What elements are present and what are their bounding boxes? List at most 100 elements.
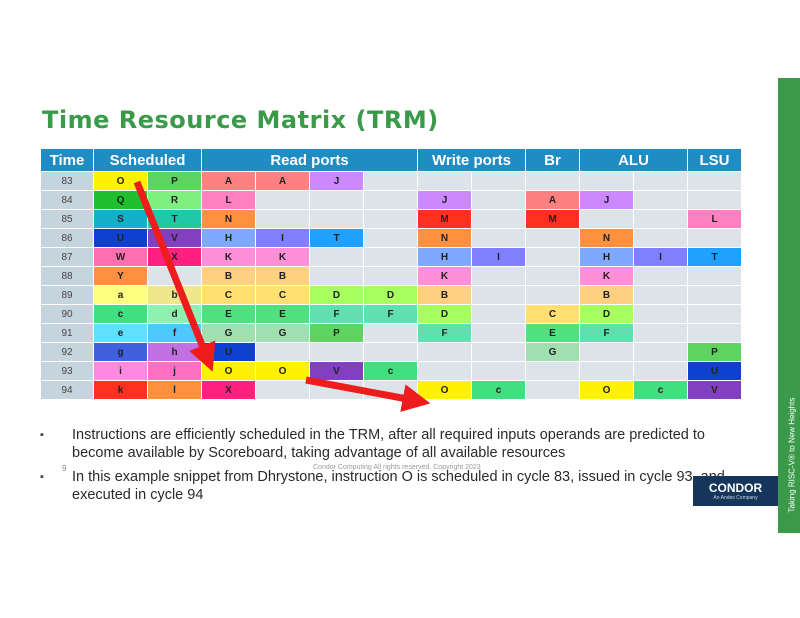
empty-cell [633, 342, 688, 362]
empty-cell [687, 190, 742, 210]
empty-cell [255, 190, 310, 210]
column-header: LSU [687, 148, 742, 172]
column-header: Read ports [201, 148, 418, 172]
empty-cell [687, 285, 742, 305]
instruction-cell: B [255, 266, 310, 286]
instruction-cell: M [525, 209, 580, 229]
empty-cell [471, 228, 526, 248]
instruction-cell: b [147, 285, 202, 305]
instruction-cell: H [579, 247, 634, 267]
empty-cell [255, 209, 310, 229]
empty-cell [579, 342, 634, 362]
empty-cell [633, 228, 688, 248]
table-row: 91 e f G G P F E F [40, 323, 742, 343]
instruction-cell: I [633, 247, 688, 267]
instruction-cell: C [201, 285, 256, 305]
empty-cell [417, 361, 472, 381]
instruction-cell: i [93, 361, 148, 381]
instruction-cell: D [417, 304, 472, 324]
time-cell: 83 [40, 171, 94, 191]
instruction-cell: c [93, 304, 148, 324]
instruction-cell: h [147, 342, 202, 362]
time-cell: 90 [40, 304, 94, 324]
empty-cell [363, 209, 418, 229]
empty-cell [633, 266, 688, 286]
empty-cell [633, 361, 688, 381]
instruction-cell: O [417, 380, 472, 400]
time-cell: 87 [40, 247, 94, 267]
time-cell: 94 [40, 380, 94, 400]
column-header: Scheduled [93, 148, 202, 172]
table-row: 90 c d E E F F D C D [40, 304, 742, 324]
table-row: 92 g h U G P [40, 342, 742, 362]
footer-copyright: Condor Computing All rights reserved. Co… [313, 464, 481, 471]
table-body: 83 O P A A J 84 Q R L J A J 85 S T N M M L 86 U V H I T N N 87 W X K K H I… [40, 171, 742, 400]
empty-cell [525, 171, 580, 191]
column-header: Write ports [417, 148, 526, 172]
instruction-cell: K [417, 266, 472, 286]
column-header: Time [40, 148, 94, 172]
empty-cell [525, 266, 580, 286]
instruction-cell: e [93, 323, 148, 343]
instruction-cell: P [147, 171, 202, 191]
instruction-cell: V [309, 361, 364, 381]
empty-cell [363, 171, 418, 191]
instruction-cell: C [255, 285, 310, 305]
instruction-cell: a [93, 285, 148, 305]
instruction-cell: c [363, 361, 418, 381]
logo-tagline: An Andes Company [713, 495, 758, 501]
instruction-cell: O [579, 380, 634, 400]
time-cell: 84 [40, 190, 94, 210]
instruction-cell: F [417, 323, 472, 343]
instruction-cell: W [93, 247, 148, 267]
empty-cell [309, 342, 364, 362]
empty-cell [471, 304, 526, 324]
instruction-cell: E [201, 304, 256, 324]
empty-cell [471, 209, 526, 229]
table-row: 84 Q R L J A J [40, 190, 742, 210]
instruction-cell: A [525, 190, 580, 210]
instruction-cell: L [687, 209, 742, 229]
bullet-item: ▪ Instructions are efficiently scheduled… [40, 426, 755, 462]
instruction-cell: G [201, 323, 256, 343]
empty-cell [525, 247, 580, 267]
empty-cell [363, 323, 418, 343]
instruction-cell: O [255, 361, 310, 381]
time-cell: 92 [40, 342, 94, 362]
empty-cell [525, 285, 580, 305]
condor-logo: CONDOR An Andes Company [693, 476, 778, 506]
bullet-marker: ▪ [40, 429, 44, 441]
instruction-cell: K [201, 247, 256, 267]
instruction-cell: M [417, 209, 472, 229]
empty-cell [633, 323, 688, 343]
empty-cell [417, 342, 472, 362]
empty-cell [471, 190, 526, 210]
table-row: 89 a b C C D D B B [40, 285, 742, 305]
instruction-cell: C [525, 304, 580, 324]
instruction-cell: N [579, 228, 634, 248]
instruction-cell: H [201, 228, 256, 248]
time-cell: 93 [40, 361, 94, 381]
logo-name: CONDOR [708, 481, 763, 495]
empty-cell [633, 285, 688, 305]
empty-cell [363, 342, 418, 362]
instruction-cell: T [687, 247, 742, 267]
instruction-cell: T [147, 209, 202, 229]
bullet-marker: ▪ [40, 471, 44, 483]
empty-cell [309, 247, 364, 267]
slide-title: Time Resource Matrix (TRM) [42, 106, 439, 134]
time-cell: 86 [40, 228, 94, 248]
table-row: 88 Y B B K K [40, 266, 742, 286]
instruction-cell: E [255, 304, 310, 324]
empty-cell [525, 380, 580, 400]
instruction-cell: O [201, 361, 256, 381]
empty-cell [363, 228, 418, 248]
instruction-cell: V [687, 380, 742, 400]
instruction-cell: K [579, 266, 634, 286]
empty-cell [471, 361, 526, 381]
empty-cell [255, 342, 310, 362]
instruction-cell: H [417, 247, 472, 267]
instruction-cell: I [471, 247, 526, 267]
